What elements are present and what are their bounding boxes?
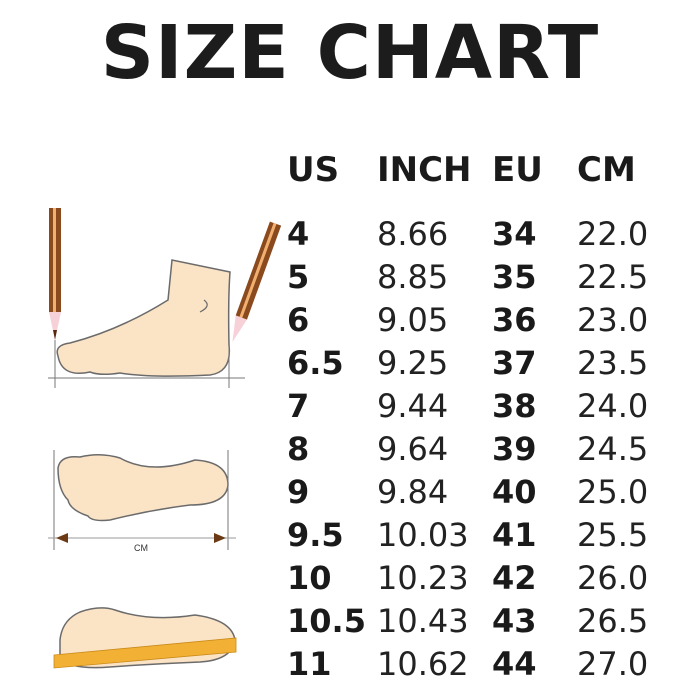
cell-cm: 25.5 — [577, 516, 649, 554]
cell-eu: 43 — [492, 602, 537, 640]
cell-eu: 34 — [492, 215, 537, 253]
pencil-left-icon — [49, 208, 61, 340]
cell-inch: 9.44 — [377, 387, 449, 425]
cell-inch: 9.64 — [377, 430, 449, 468]
cell-eu: 40 — [492, 473, 537, 511]
cell-inch: 8.85 — [377, 258, 449, 296]
cell-eu: 36 — [492, 301, 537, 339]
cell-cm: 23.0 — [577, 301, 649, 339]
foot-ruler-icon — [53, 607, 237, 669]
cell-inch: 10.23 — [377, 559, 469, 597]
cell-cm: 27.0 — [577, 645, 649, 683]
cell-inch: 8.66 — [377, 215, 449, 253]
cell-cm: 25.0 — [577, 473, 649, 511]
cell-eu: 41 — [492, 516, 537, 554]
cell-eu: 37 — [492, 344, 537, 382]
cell-cm: 23.5 — [577, 344, 649, 382]
cell-inch: 10.03 — [377, 516, 469, 554]
cell-cm: 24.5 — [577, 430, 649, 468]
column-header-us: US — [287, 150, 340, 190]
cell-cm: 26.5 — [577, 602, 649, 640]
cell-us: 9 — [287, 473, 310, 511]
cell-eu: 42 — [492, 559, 537, 597]
column-header-eu: EU — [492, 150, 543, 190]
cell-us: 11 — [287, 645, 332, 683]
cell-inch: 9.05 — [377, 301, 449, 339]
page-title: SIZE CHART — [100, 10, 600, 96]
cell-us: 4 — [287, 215, 310, 253]
cell-us: 6.5 — [287, 344, 344, 382]
cell-cm: 22.0 — [577, 215, 649, 253]
cell-inch: 9.25 — [377, 344, 449, 382]
measure-label: CM — [134, 543, 148, 553]
cell-eu: 35 — [492, 258, 537, 296]
cell-cm: 22.5 — [577, 258, 649, 296]
cell-us: 6 — [287, 301, 310, 339]
cell-eu: 44 — [492, 645, 537, 683]
cell-cm: 26.0 — [577, 559, 649, 597]
foot-measurement-illustration: CM — [48, 208, 282, 669]
cell-inch: 9.84 — [377, 473, 449, 511]
cell-inch: 10.43 — [377, 602, 469, 640]
cell-eu: 39 — [492, 430, 537, 468]
cell-us: 8 — [287, 430, 310, 468]
column-header-inch: INCH — [377, 150, 472, 190]
cell-us: 10.5 — [287, 602, 366, 640]
cell-inch: 10.62 — [377, 645, 469, 683]
cell-us: 9.5 — [287, 516, 344, 554]
cell-us: 7 — [287, 387, 310, 425]
cell-us: 5 — [287, 258, 310, 296]
cell-us: 10 — [287, 559, 332, 597]
column-header-cm: CM — [577, 150, 636, 190]
cell-cm: 24.0 — [577, 387, 649, 425]
top-foot-icon: CM — [48, 450, 236, 553]
side-foot-icon — [48, 259, 245, 388]
cell-eu: 38 — [492, 387, 537, 425]
pencil-right-icon — [232, 221, 282, 343]
